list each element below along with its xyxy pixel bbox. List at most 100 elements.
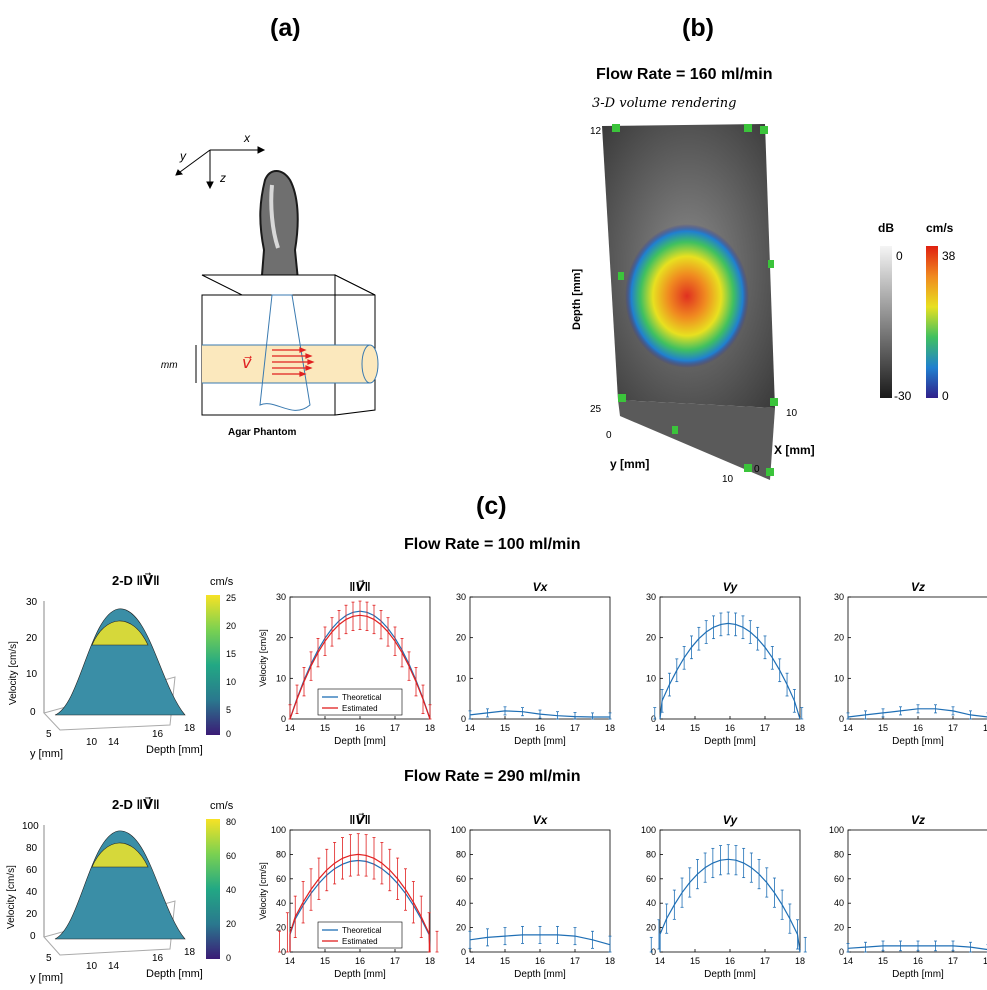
line-chart: Vx 0 20 40 60 80 100 14 15 16 17 18 Depth [mm] [451, 813, 615, 980]
plot-frame [469, 596, 611, 720]
volume-rendering: 12 25 Depth [mm] 0 10 y [mm] 10 0 X [mm] [571, 124, 815, 485]
surface-colorbar-title: cm/s [210, 576, 234, 588]
legend-entry: Estimated [342, 704, 378, 713]
y-tick-label: 20 [276, 633, 286, 643]
x-axis-label: Depth [mm] [892, 969, 944, 980]
depth-tick-bottom: 25 [590, 404, 602, 415]
y-tick-label: 0 [461, 714, 466, 724]
y-tick-label: 0 [461, 947, 466, 957]
db-colorbar-title: dB [878, 221, 894, 235]
x-tick-label: 16 [355, 956, 365, 966]
surface-ztick: 10 [26, 669, 38, 680]
y-tick-label: 0 [651, 947, 656, 957]
y-tick-label: 40 [276, 898, 286, 908]
x-tick-label: 14 [465, 956, 475, 966]
series-line [469, 710, 610, 718]
flow-arrows [272, 347, 315, 377]
surface-title: 2-D ‖V⃗‖ [112, 573, 160, 588]
panel-c-label: (c) [476, 492, 507, 520]
surface-xtick: 18 [184, 947, 196, 958]
colorbar-tick: 25 [226, 593, 236, 603]
x-tick-label: 15 [878, 723, 888, 733]
colorbar-tick: 80 [226, 817, 236, 827]
colorbar-tick: 10 [226, 677, 236, 687]
phantom-diagram: x y z v⃗ Ø 4 mm Agar Phantom [160, 131, 379, 438]
chart-title: Vx [533, 580, 549, 594]
y-tick-label: 10 [834, 673, 844, 683]
y-tick-label: 60 [834, 874, 844, 884]
line-chart: ‖V⃗‖ 0 20 40 60 80 100 14 15 16 17 18 Depth [mm] Velo… [258, 813, 439, 980]
db-colorbar [880, 246, 892, 398]
x-tick-0: 0 [754, 464, 760, 475]
colorbar-tick: 15 [226, 649, 236, 659]
x-tick-label: 16 [913, 723, 923, 733]
series-line [847, 945, 987, 951]
series-line [469, 934, 611, 946]
surface-ylabel: y [mm] [30, 748, 63, 760]
x-tick-label: 14 [843, 956, 853, 966]
surface-ylabel: y [mm] [30, 972, 63, 984]
volume-bottom-face [618, 400, 775, 480]
x-tick-label: 17 [948, 956, 958, 966]
x-tick-label: 18 [425, 723, 435, 733]
surface-xtick: 16 [152, 729, 164, 740]
x-tick-label: 18 [795, 956, 805, 966]
panel-b-colorbars: dB 0 -30 cm/s 38 0 [878, 221, 956, 403]
y-tick-label: 100 [829, 825, 844, 835]
diameter-label: Ø 4 mm [160, 360, 178, 371]
surface-peak [91, 620, 149, 646]
y-tick-0: 0 [606, 430, 612, 441]
x-axis-label: Depth [mm] [892, 736, 944, 747]
surface-mesh [54, 608, 186, 716]
y-tick-label: 100 [271, 825, 286, 835]
surface-xlabel: Depth [mm] [146, 744, 203, 756]
x-tick-label: 16 [355, 723, 365, 733]
y-tick-label: 0 [839, 947, 844, 957]
plot-frame [847, 829, 987, 953]
surface-colorbar [206, 819, 220, 959]
surface-ytick: 10 [86, 737, 98, 748]
y-tick-label: 30 [456, 592, 466, 602]
colorbar-tick: 20 [226, 621, 236, 631]
x-tick-label: 18 [983, 723, 987, 733]
x-tick-label: 14 [655, 956, 665, 966]
y-tick-label: 100 [641, 825, 656, 835]
y-tick-label: 40 [646, 898, 656, 908]
db-colorbar-min: -30 [894, 389, 912, 403]
y-axis-label: Velocity [cm/s] [258, 629, 268, 687]
chart-title: ‖V⃗‖ [349, 813, 370, 827]
chart-title: Vy [723, 580, 739, 594]
plot-frame [659, 829, 801, 953]
colorbar-tick: 40 [226, 885, 236, 895]
surface-colorbar-ticks: 25 20 15 10 5 0 [226, 593, 236, 739]
x-tick-label: 18 [425, 956, 435, 966]
surface-zlabel: Velocity [cm/s] [6, 865, 17, 929]
y-tick-label: 20 [834, 923, 844, 933]
legend-entry: Estimated [342, 937, 378, 946]
surface-xtick: 18 [184, 723, 196, 734]
surface-ztick: 20 [26, 909, 38, 920]
panel-a-label: (a) [270, 14, 301, 42]
y-tick-label: 0 [281, 714, 286, 724]
chart-title: Vz [911, 813, 925, 827]
x-tick-label: 17 [570, 723, 580, 733]
row2-title: Flow Rate = 290 ml/min [404, 768, 581, 785]
y-tick-label: 10 [646, 673, 656, 683]
surface-mesh [54, 830, 186, 940]
y-tick-label: 80 [456, 849, 466, 859]
x-tick-label: 15 [690, 723, 700, 733]
x-tick-label: 14 [285, 956, 295, 966]
vel-colorbar-max: 38 [942, 249, 956, 263]
row1-title: Flow Rate = 100 ml/min [404, 536, 581, 553]
y-tick-label: 60 [646, 874, 656, 884]
series-line [659, 622, 801, 720]
depth-axis-label: Depth [mm] [571, 269, 583, 330]
x-axis-label: X [mm] [774, 443, 815, 457]
x-tick-label: 18 [605, 723, 615, 733]
velocity-vector-label: v⃗ [242, 355, 252, 372]
volume-corner-markers [612, 124, 778, 476]
y-tick-label: 10 [456, 673, 466, 683]
surface-plot-row1: 2-D ‖V⃗‖ 30 20 10 0 Velocity [cm/s] 5 10… [8, 573, 236, 760]
surface-ytick: 10 [86, 961, 98, 972]
chart-title: Vx [533, 813, 549, 827]
